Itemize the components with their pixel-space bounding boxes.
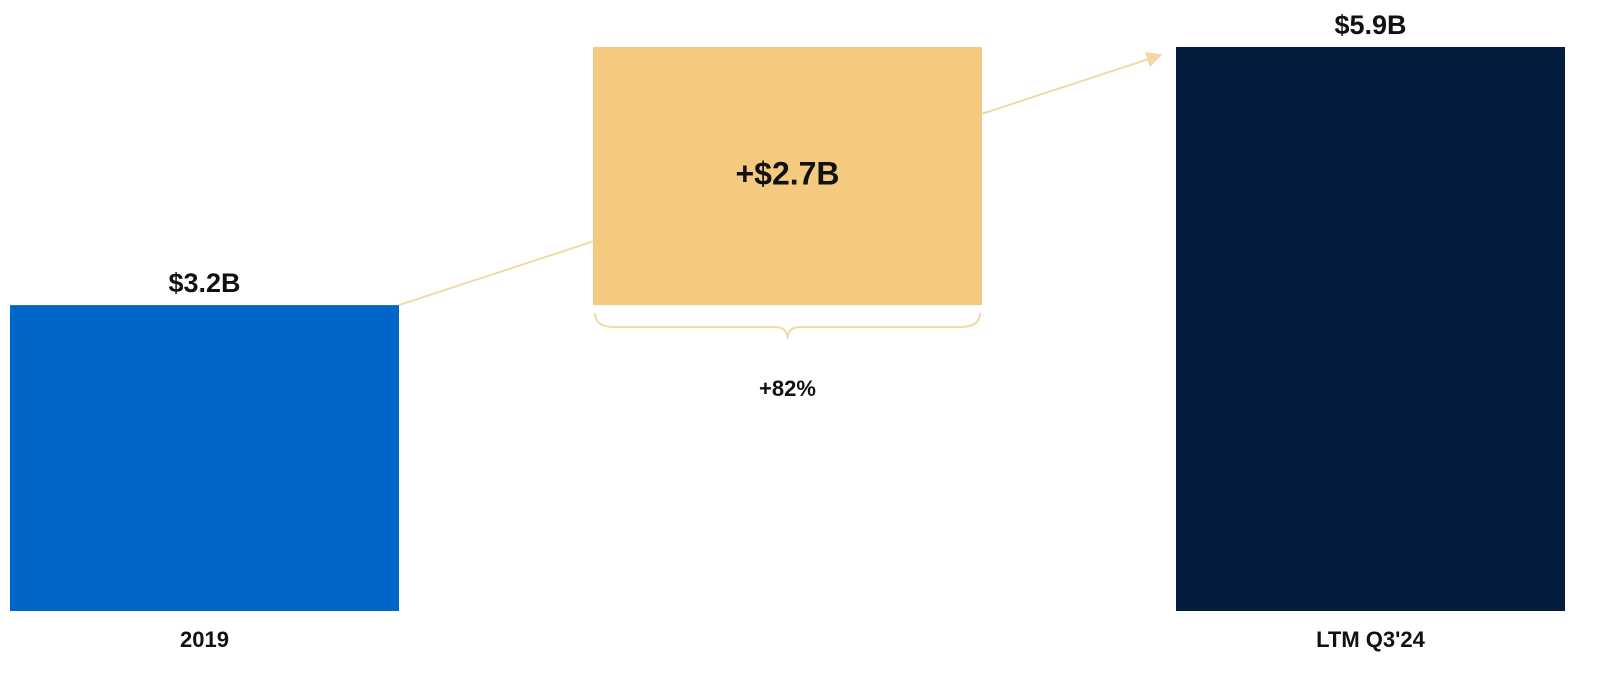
value-label: $5.9B bbox=[1334, 10, 1406, 40]
x-tick-label: 2019 bbox=[180, 627, 229, 652]
bar bbox=[1176, 47, 1565, 611]
annotation: +82% bbox=[759, 376, 816, 401]
value-label: +$2.7B bbox=[735, 156, 839, 192]
bar bbox=[593, 47, 982, 306]
x-tick-label: LTM Q3'24 bbox=[1316, 627, 1425, 652]
brace bbox=[594, 313, 981, 340]
value-label: $3.2B bbox=[168, 268, 240, 298]
bar bbox=[10, 305, 399, 611]
